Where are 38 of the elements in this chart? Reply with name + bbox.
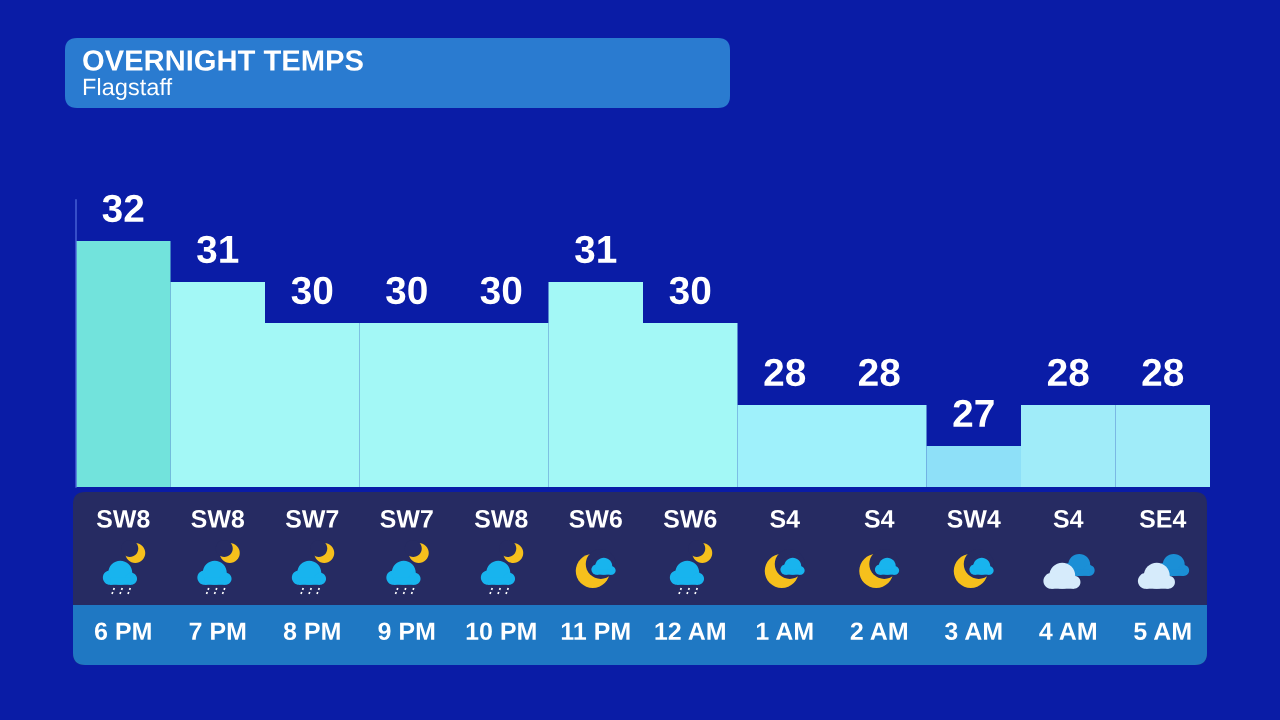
text: SW8 — [191, 510, 245, 528]
x-tick-label: 5 AM — [1134, 622, 1191, 641]
data-label: 30 — [669, 276, 711, 305]
text: SW4 — [947, 510, 1001, 528]
data-label: 30 — [480, 276, 522, 305]
text: SW7 — [380, 510, 433, 528]
x-tick-label: 6 PM — [94, 622, 151, 641]
text: SW7 — [285, 510, 339, 528]
text: SW8 — [96, 510, 150, 528]
x-tick-label: 4 AM — [1039, 622, 1096, 640]
data-label: 28 — [764, 358, 806, 387]
chart-subtitle: Flagstaff — [83, 78, 173, 100]
x-tick-label: 1 AM — [756, 622, 813, 640]
x-tick-label: 12 AM — [655, 622, 725, 640]
x-tick-label: 2 AM — [850, 622, 907, 640]
data-label: 28 — [858, 358, 900, 387]
chart-title: OVERNIGHT TEMPS — [83, 50, 363, 71]
x-tick-label: 10 PM — [466, 622, 536, 641]
x-tick-label: 11 PM — [561, 622, 630, 640]
data-label: 30 — [386, 276, 427, 305]
data-label: 31 — [197, 235, 239, 264]
x-tick-label: 9 PM — [378, 622, 435, 641]
x-tick-label: 7 PM — [189, 622, 246, 640]
data-label: 28 — [1142, 358, 1184, 387]
text: S4 — [864, 510, 895, 528]
data-label: 31 — [575, 235, 617, 264]
x-tick-label: 8 PM — [283, 622, 340, 641]
text: SW8 — [474, 510, 528, 528]
text: S4 — [1053, 510, 1084, 528]
data-label: 28 — [1047, 358, 1089, 387]
text: SE4 — [1139, 510, 1187, 528]
data-label: 27 — [953, 399, 994, 427]
data-label: 30 — [291, 276, 333, 305]
text: SW6 — [663, 510, 717, 528]
text: SW6 — [569, 510, 622, 528]
x-tick-label: 3 AM — [944, 622, 1002, 641]
text: S4 — [770, 510, 800, 528]
data-label: 32 — [102, 194, 144, 223]
